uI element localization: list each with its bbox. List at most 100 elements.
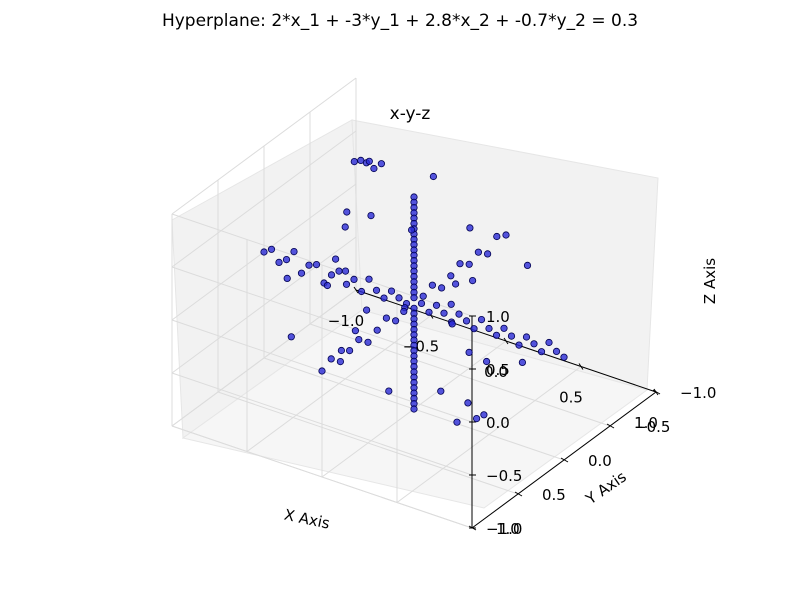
scatter-point bbox=[350, 158, 358, 166]
tick-labels: −1.0−1.0−1.0−0.5−0.5−0.50.00.00.00.50.50… bbox=[328, 286, 716, 538]
scatter-point bbox=[522, 333, 531, 341]
scatter-point bbox=[537, 348, 546, 356]
scatter-point bbox=[335, 267, 343, 275]
scatter-point bbox=[560, 353, 568, 361]
scatter-point bbox=[500, 324, 508, 332]
scatter-point bbox=[382, 314, 390, 322]
scatter-point bbox=[377, 160, 385, 168]
y-tick-mark bbox=[560, 457, 569, 463]
x-tick-label: 1.0 bbox=[634, 414, 658, 432]
scatter-point bbox=[523, 261, 532, 269]
scatter-point bbox=[372, 286, 381, 294]
y-tick-mark bbox=[468, 525, 477, 531]
scatter-point bbox=[336, 357, 344, 366]
scatter-point bbox=[355, 335, 363, 344]
scatter-point bbox=[312, 260, 321, 269]
scatter-point bbox=[410, 405, 418, 413]
scatter-point bbox=[267, 245, 276, 253]
left-grid-z bbox=[171, 130, 357, 268]
x-axis-label: X Axis bbox=[283, 506, 332, 533]
scatter-point bbox=[474, 248, 482, 256]
y-tick-mark bbox=[606, 423, 615, 429]
x-tick-label: −0.5 bbox=[403, 338, 439, 356]
scatter-point bbox=[480, 411, 488, 419]
scatter-point bbox=[297, 269, 306, 277]
scatter-point bbox=[283, 274, 291, 282]
scatter-point bbox=[400, 307, 408, 315]
grid-lines bbox=[171, 77, 657, 529]
scatter-point bbox=[318, 367, 326, 375]
scatter-point bbox=[483, 250, 492, 258]
scatter-point bbox=[470, 325, 478, 333]
scatter-point bbox=[410, 294, 418, 302]
scatter-point bbox=[373, 326, 381, 334]
scatter-point bbox=[337, 346, 345, 355]
scatter-point bbox=[367, 212, 375, 220]
scatter-point bbox=[515, 341, 523, 349]
scatter-point bbox=[357, 287, 366, 296]
scatter-point bbox=[545, 338, 553, 347]
scatter-point bbox=[419, 292, 427, 300]
scatter-point bbox=[437, 387, 445, 395]
scatter-point bbox=[518, 358, 527, 366]
scatter-point bbox=[493, 232, 501, 241]
scatter-point bbox=[453, 418, 461, 426]
scatter-point bbox=[365, 157, 373, 165]
left-grid-z bbox=[171, 77, 357, 215]
scatter-point bbox=[395, 294, 403, 302]
z-tick-label: 1.0 bbox=[486, 308, 510, 326]
scatter-point bbox=[357, 156, 365, 164]
scatter-point bbox=[282, 255, 291, 264]
scatter-point bbox=[447, 272, 455, 280]
y-tick-label: 0.5 bbox=[542, 486, 566, 504]
scatter-point bbox=[465, 348, 473, 356]
scatter-point bbox=[492, 331, 501, 339]
scatter-point bbox=[342, 280, 351, 288]
scatter-point bbox=[351, 327, 359, 335]
scatter-point bbox=[327, 355, 335, 363]
floor-grid-x bbox=[396, 366, 582, 503]
scatter-point bbox=[437, 284, 446, 292]
scatter-point bbox=[305, 261, 313, 269]
back-grid-z bbox=[171, 266, 473, 370]
scatter-point bbox=[341, 223, 349, 231]
scatter-point bbox=[370, 164, 378, 173]
scatter-point bbox=[468, 276, 477, 285]
x-tick-mark bbox=[578, 363, 584, 370]
scatter-point bbox=[482, 357, 491, 366]
scatter-point bbox=[260, 248, 268, 256]
y-tick-label: −0.5 bbox=[634, 418, 670, 436]
scatter-point bbox=[387, 287, 396, 295]
scatter-point bbox=[365, 275, 373, 283]
y-tick-label: −1.0 bbox=[680, 384, 716, 402]
scatter-point bbox=[428, 281, 436, 289]
scatter-point bbox=[331, 255, 340, 263]
y-tick-label: 0.0 bbox=[588, 452, 612, 470]
scatter-point bbox=[507, 332, 516, 340]
scatter-point bbox=[462, 317, 471, 325]
chart-subtitle: x-y-z bbox=[390, 104, 431, 124]
scatter-point bbox=[343, 208, 351, 216]
scatter-points bbox=[260, 156, 568, 426]
scatter-point bbox=[552, 347, 561, 355]
z-tick-label: −0.5 bbox=[486, 467, 522, 485]
x-tick-label: −1.0 bbox=[328, 312, 364, 330]
x-tick-mark bbox=[503, 337, 509, 345]
scatter-point bbox=[465, 260, 473, 268]
scatter-point bbox=[425, 308, 433, 316]
x-tick-label: 0.0 bbox=[484, 363, 508, 381]
z-tick-label: 0.5 bbox=[486, 361, 510, 379]
scatter-point bbox=[429, 172, 437, 181]
scatter-point bbox=[451, 280, 460, 288]
scatter-point bbox=[275, 258, 283, 266]
y-tick-label: 1.0 bbox=[496, 520, 520, 538]
scatter-point bbox=[502, 231, 510, 239]
scatter-point bbox=[327, 271, 336, 279]
scatter-point bbox=[417, 299, 426, 307]
x-tick-mark bbox=[653, 388, 659, 396]
scatter-point bbox=[432, 301, 441, 309]
scatter-point bbox=[472, 414, 481, 423]
scatter-point bbox=[391, 317, 400, 325]
scatter-point bbox=[477, 315, 486, 324]
